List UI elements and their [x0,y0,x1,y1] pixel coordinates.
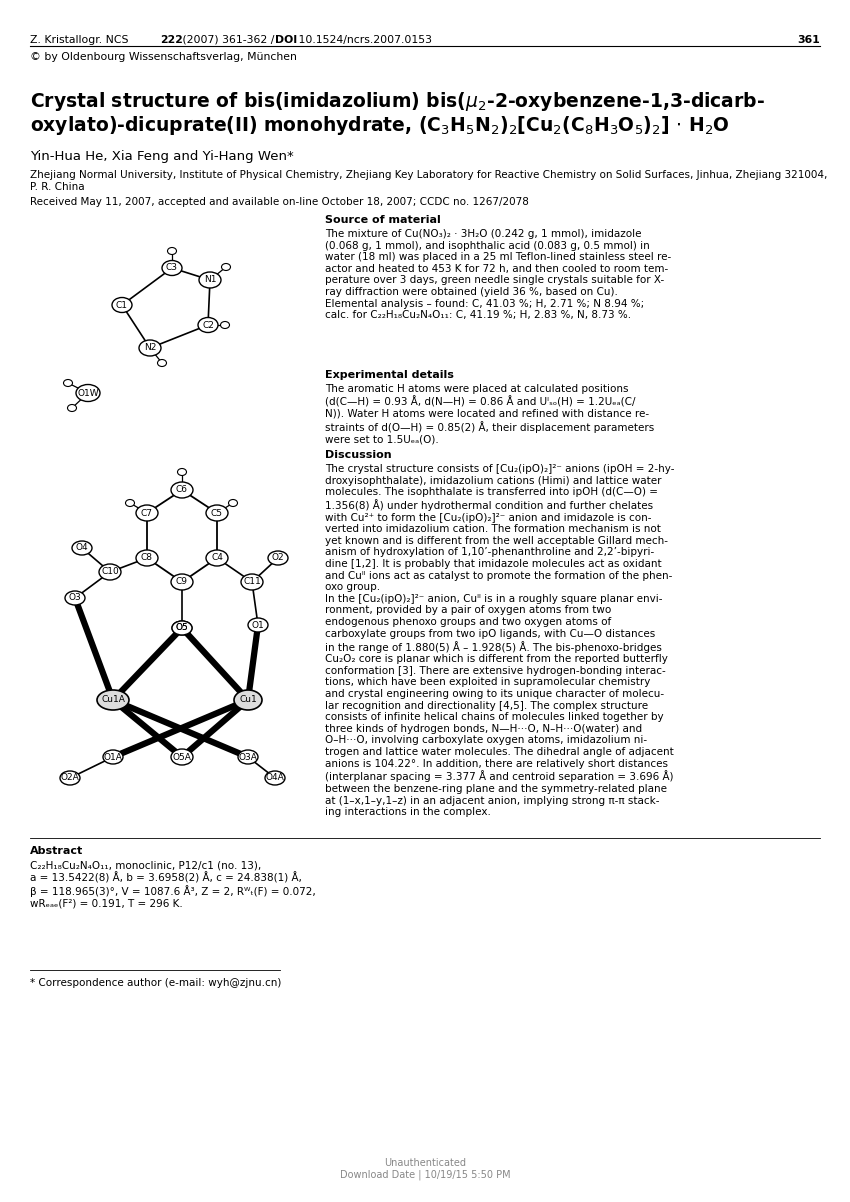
Ellipse shape [112,298,132,313]
Text: Yin-Hua He, Xia Feng and Yi-Hang Wen*: Yin-Hua He, Xia Feng and Yi-Hang Wen* [30,150,294,163]
Ellipse shape [171,749,193,764]
Ellipse shape [67,405,76,411]
Text: O1W: O1W [77,388,99,398]
Text: C1: C1 [116,300,128,309]
Ellipse shape [157,359,167,367]
Text: C11: C11 [243,577,261,587]
Ellipse shape [178,469,186,476]
Text: C10: C10 [101,567,119,577]
Text: C3: C3 [166,263,178,273]
Text: O5: O5 [176,624,189,632]
Text: C5: C5 [211,508,223,518]
Text: C7: C7 [141,508,153,518]
Ellipse shape [172,621,192,635]
Ellipse shape [103,750,123,764]
Text: C6: C6 [176,486,188,494]
Ellipse shape [162,261,182,275]
Text: Unauthenticated: Unauthenticated [384,1158,466,1168]
Text: N2: N2 [144,344,156,352]
Ellipse shape [139,340,161,356]
Text: C2: C2 [202,321,214,329]
Text: The aromatic H atoms were placed at calculated positions
(d(C—H) = 0.93 Å, d(N—H: The aromatic H atoms were placed at calc… [325,383,654,445]
Ellipse shape [64,380,72,387]
Text: 222: 222 [160,35,183,44]
Ellipse shape [167,248,177,255]
Text: DOI: DOI [275,35,298,44]
Text: (2007) 361-362 /: (2007) 361-362 / [179,35,278,44]
Text: N1: N1 [204,275,216,285]
Ellipse shape [234,690,262,710]
Ellipse shape [126,500,134,506]
Text: oxylato)-dicuprate(II) monohydrate, (C$_3$H$_5$N$_2$)$_2$[Cu$_2$(C$_8$H$_3$O$_5$: oxylato)-dicuprate(II) monohydrate, (C$_… [30,114,730,137]
Text: * Correspondence author (e-mail: wyh@zjnu.cn): * Correspondence author (e-mail: wyh@zjn… [30,978,281,988]
Text: O5: O5 [176,624,189,632]
Ellipse shape [99,564,121,581]
Text: Crystal structure of bis(imidazolium) bis($\mu_2$-2-oxybenzene-1,3-dicarb-: Crystal structure of bis(imidazolium) bi… [30,90,765,113]
Ellipse shape [97,690,129,710]
Ellipse shape [265,770,285,785]
Ellipse shape [136,551,158,566]
Text: Cu1A: Cu1A [101,696,125,704]
Text: Cu1: Cu1 [239,696,257,704]
Ellipse shape [72,541,92,555]
Ellipse shape [248,618,268,632]
Text: The crystal structure consists of [Cu₂(ipO)₂]²⁻ anions (ipOH = 2-hy-
droxyisopht: The crystal structure consists of [Cu₂(i… [325,464,675,817]
Ellipse shape [268,551,288,565]
Ellipse shape [60,770,80,785]
Text: The mixture of Cu(NO₃)₂ · 3H₂O (0.242 g, 1 mmol), imidazole
(0.068 g, 1 mmol), a: The mixture of Cu(NO₃)₂ · 3H₂O (0.242 g,… [325,230,672,320]
Ellipse shape [222,263,230,270]
Ellipse shape [171,575,193,590]
Ellipse shape [206,551,228,566]
Text: O1A: O1A [104,752,122,762]
Text: Source of material: Source of material [325,215,441,225]
Ellipse shape [65,591,85,605]
Ellipse shape [206,505,228,520]
Text: O3A: O3A [239,752,258,762]
Ellipse shape [198,317,218,333]
Text: © by Oldenbourg Wissenschaftsverlag, München: © by Oldenbourg Wissenschaftsverlag, Mün… [30,52,297,63]
Text: O2A: O2A [60,774,79,783]
Ellipse shape [171,482,193,498]
Text: O4: O4 [76,543,88,553]
Text: O2: O2 [272,553,284,563]
Text: C8: C8 [141,553,153,563]
Text: C9: C9 [176,577,188,587]
Text: O1: O1 [252,620,264,630]
Ellipse shape [241,575,263,590]
Text: O5A: O5A [173,752,191,762]
Ellipse shape [76,385,100,401]
Ellipse shape [172,621,192,635]
Text: Received May 11, 2007, accepted and available on-line October 18, 2007; CCDC no.: Received May 11, 2007, accepted and avai… [30,197,529,207]
Text: O4A: O4A [265,774,285,783]
Ellipse shape [136,505,158,520]
Text: 10.1524/ncrs.2007.0153: 10.1524/ncrs.2007.0153 [295,35,432,44]
Text: 361: 361 [797,35,820,44]
Ellipse shape [220,321,230,328]
Text: Abstract: Abstract [30,846,83,856]
Ellipse shape [229,500,237,506]
Text: Zhejiang Normal University, Institute of Physical Chemistry, Zhejiang Key Labora: Zhejiang Normal University, Institute of… [30,169,827,191]
Text: Download Date | 10/19/15 5:50 PM: Download Date | 10/19/15 5:50 PM [340,1170,510,1180]
Text: Experimental details: Experimental details [325,370,454,380]
Text: Discussion: Discussion [325,450,392,460]
Ellipse shape [199,272,221,288]
Text: O3: O3 [69,594,82,602]
Text: C4: C4 [211,553,223,563]
Text: C₂₂H₁₈Cu₂N₄O₁₁, monoclinic, P12/c1 (no. 13),
a = 13.5422(8) Å, b = 3.6958(2) Å, : C₂₂H₁₈Cu₂N₄O₁₁, monoclinic, P12/c1 (no. … [30,859,315,909]
Ellipse shape [238,750,258,764]
Text: Z. Kristallogr. NCS: Z. Kristallogr. NCS [30,35,132,44]
